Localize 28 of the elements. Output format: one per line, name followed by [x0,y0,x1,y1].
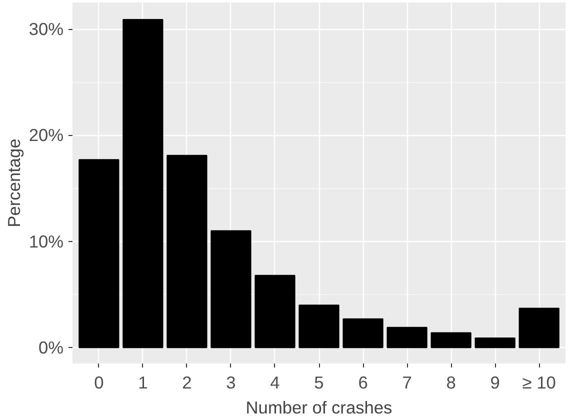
y-tick-label: 10% [28,231,64,252]
x-axis-title: Number of crashes [246,398,393,418]
y-tick-label: 0% [38,338,64,358]
bar [430,332,472,348]
x-tick-label: 4 [270,372,280,392]
x-tick-label: 9 [490,372,500,392]
bar [518,308,560,348]
x-tick-label: 7 [402,372,412,392]
y-axis-title: Percentage [4,138,24,228]
bar [254,274,296,348]
bar [210,230,252,348]
bar [122,18,164,348]
bar [298,304,340,348]
x-tick-label: 2 [182,372,192,392]
y-tick-label: 30% [28,19,64,40]
bar [342,318,384,348]
x-tick-label: 3 [226,372,236,392]
x-tick-label: 6 [358,372,368,392]
bar [386,326,428,348]
bar [78,159,120,348]
y-tick-label: 20% [28,125,64,146]
x-tick-label: 5 [314,372,324,392]
x-tick-label: 0 [94,372,104,392]
x-tick-label: 1 [138,372,148,392]
x-tick-label: ≥ 10 [522,372,556,392]
x-tick-label: 8 [446,372,456,392]
bar [166,154,208,348]
bar [474,338,516,348]
